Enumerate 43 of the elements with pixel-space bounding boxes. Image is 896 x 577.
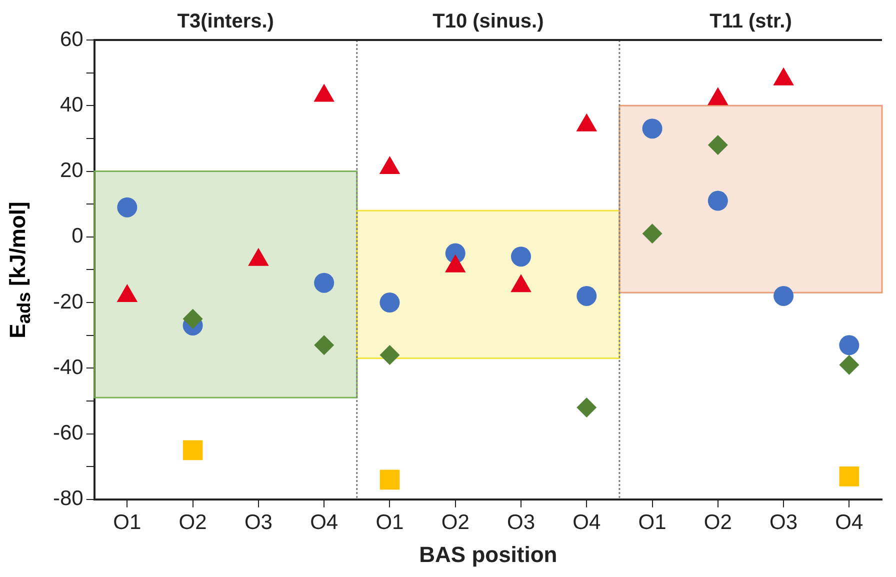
point	[708, 190, 728, 211]
point	[774, 286, 794, 306]
point	[642, 118, 662, 139]
point	[839, 354, 860, 375]
x-tick-label: O4	[835, 510, 864, 534]
point	[839, 466, 860, 486]
point	[510, 246, 531, 267]
point	[117, 197, 138, 218]
x-tick-label: O1	[638, 510, 666, 534]
text: T11 (str.)	[710, 10, 792, 33]
point	[380, 345, 400, 366]
y-tick-label: -20	[52, 290, 84, 314]
point	[314, 335, 334, 356]
text: T10 (sinus.)	[432, 10, 544, 33]
x-tick-label: O4	[310, 510, 338, 534]
y-tick-label: 60	[60, 28, 84, 51]
x-tick-label: O4	[572, 510, 601, 534]
x-tick-label: O1	[376, 510, 404, 534]
text: T3(inters.)	[177, 10, 274, 33]
point	[182, 308, 203, 329]
x-tick-label: O1	[113, 510, 142, 534]
point	[839, 335, 860, 356]
point	[182, 440, 203, 460]
y-tick-label: -80	[52, 487, 84, 510]
point	[380, 470, 400, 490]
x-tick-label: O3	[770, 510, 798, 534]
point	[708, 135, 728, 156]
y-tick-label: 20	[60, 159, 84, 182]
y-tick-label: 0	[72, 224, 84, 248]
y-tick-label: -60	[52, 422, 84, 445]
point	[576, 286, 597, 306]
x-tick-label: O3	[506, 510, 535, 534]
x-tick-label: O3	[244, 510, 272, 534]
point	[576, 398, 597, 418]
x-tick-label: O2	[441, 510, 470, 534]
y-tick-label: -40	[52, 356, 84, 379]
x-tick-label: O2	[704, 510, 732, 534]
x-axis-title: BAS position	[419, 542, 558, 567]
point	[380, 292, 400, 313]
x-tick-label: O2	[178, 510, 207, 534]
point	[314, 272, 334, 293]
y-tick-label: 40	[60, 93, 84, 116]
point	[642, 224, 662, 244]
